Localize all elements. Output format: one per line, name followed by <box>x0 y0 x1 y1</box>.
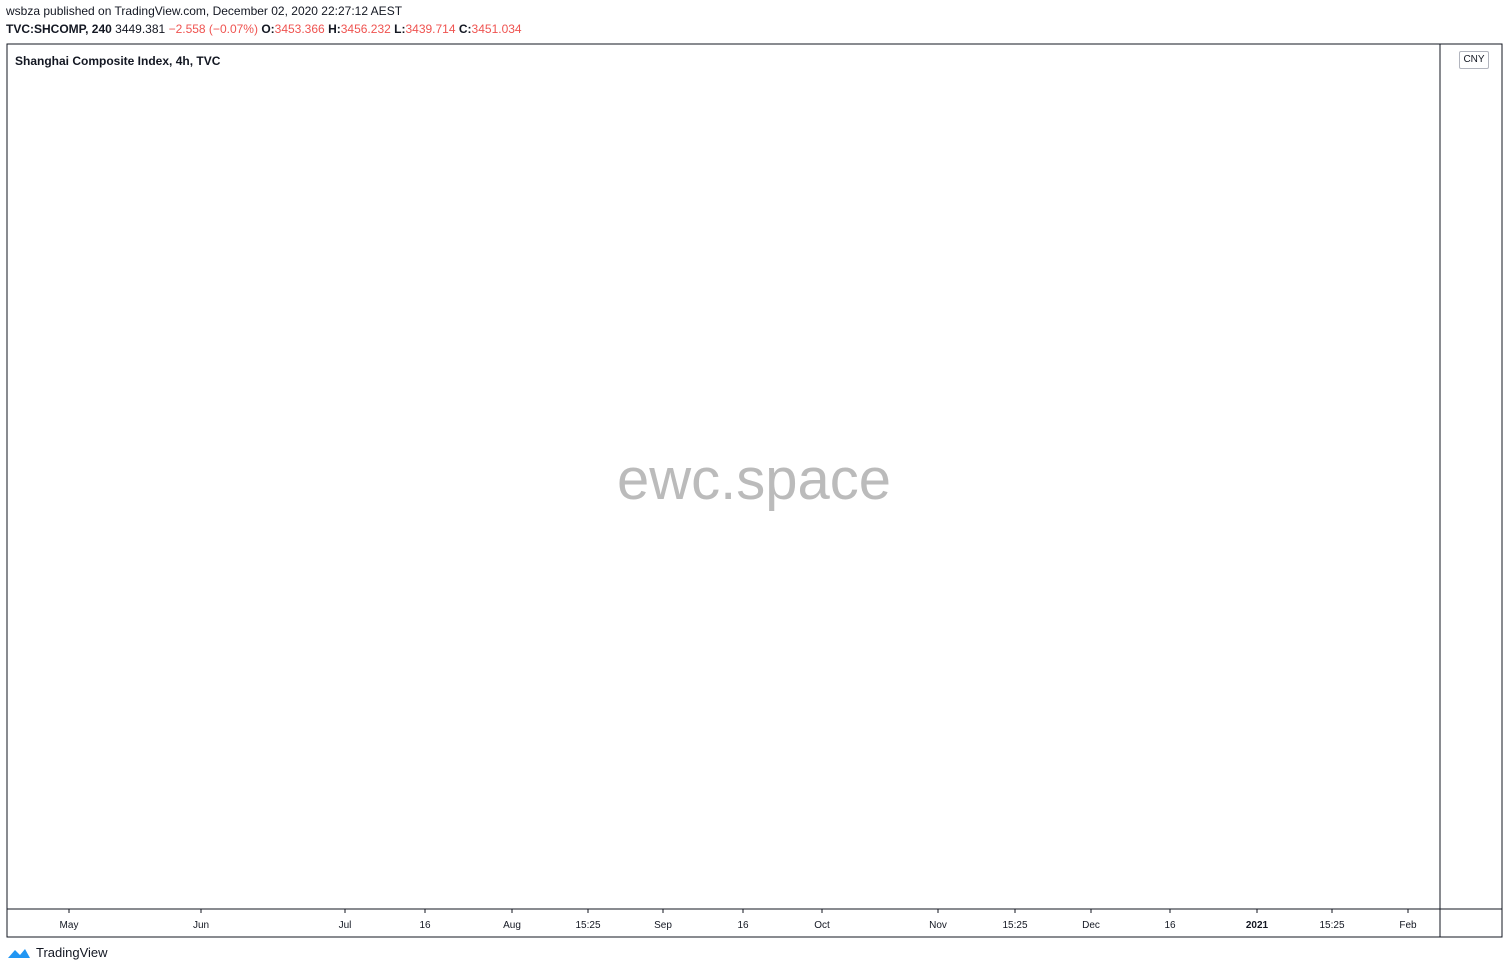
symbol-label: TVC:SHCOMP, 240 <box>6 22 112 36</box>
open-label: O: <box>261 22 275 36</box>
time-tick-label: 16 <box>737 920 749 931</box>
open-value: 3453.366 <box>274 22 325 36</box>
time-tick-label: Aug <box>503 920 521 931</box>
time-tick-label: Jul <box>339 920 352 931</box>
time-tick-label: 16 <box>419 920 431 931</box>
low-value: 3439.714 <box>405 22 456 36</box>
high-value: 3456.232 <box>340 22 391 36</box>
time-tick-label: May <box>60 920 79 931</box>
time-tick-label: Nov <box>929 920 947 931</box>
publisher-line: wsbza published on TradingView.com, Dece… <box>6 4 403 18</box>
tradingview-cloud-icon <box>8 948 30 958</box>
close-value: 3451.034 <box>471 22 522 36</box>
outer-frame <box>6 43 1503 938</box>
watermark: ewc.space <box>617 447 891 512</box>
time-tick-label: 15:25 <box>1319 920 1344 931</box>
time-tick-label: Oct <box>814 920 830 931</box>
last-price: 3449.381 <box>115 22 166 36</box>
brand-name: TradingView <box>36 945 108 960</box>
time-tick-label: Dec <box>1082 920 1100 931</box>
time-tick-label: 15:25 <box>1002 920 1027 931</box>
low-label: L: <box>394 22 406 36</box>
currency-badge[interactable]: CNY <box>1459 51 1489 69</box>
high-label: H: <box>328 22 341 36</box>
tradingview-logo[interactable]: TradingView <box>6 945 108 960</box>
time-axis[interactable]: May Jun Jul 16 Aug 15:25 Sep 16 Oct Nov 15:25 Dec 16… <box>60 909 1418 931</box>
time-tick-label: Jun <box>193 920 209 931</box>
change-value: −2.558 (−0.07%) <box>168 22 258 36</box>
time-tick-label: 2021 <box>1246 920 1269 931</box>
time-tick-label: 15:25 <box>575 920 600 931</box>
time-tick-label: 16 <box>1164 920 1176 931</box>
chart-title: Shanghai Composite Index, 4h, TVC <box>15 54 221 68</box>
time-tick-label: Feb <box>1399 920 1417 931</box>
ohlc-line: TVC:SHCOMP, 240 3449.381 −2.558 (−0.07%)… <box>6 22 522 36</box>
close-label: C: <box>458 22 472 36</box>
time-tick-label: Sep <box>654 920 672 931</box>
